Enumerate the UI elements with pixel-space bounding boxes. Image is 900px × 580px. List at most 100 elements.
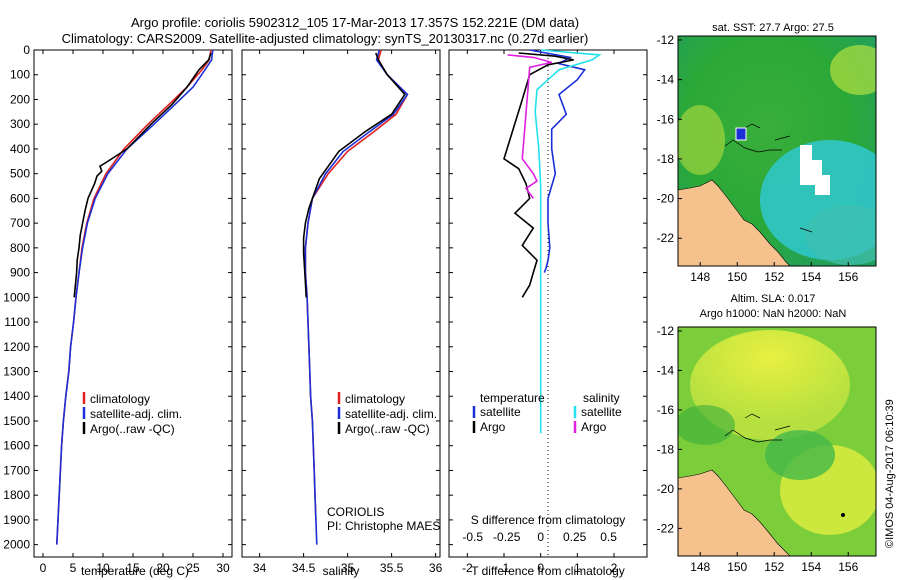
sst-cool-patch-2 [805, 205, 876, 265]
x-tick-label: -2 [462, 561, 473, 575]
lon-tick-label: 154 [801, 270, 821, 284]
lon-tick-label: 150 [727, 560, 747, 574]
depth-tick-label: 2000 [3, 538, 30, 552]
sst-warm-patch-2 [678, 105, 725, 175]
sst-map-panel: sat. SST: 27.7 Argo: 27.5 148 150 152 154 15… [657, 22, 877, 284]
x-tick-label: 36 [429, 561, 443, 575]
depth-tick-label: 1600 [3, 439, 30, 453]
sst-map-title: sat. SST: 27.7 Argo: 27.5 [712, 22, 834, 34]
institution-label: CORIOLIS [327, 505, 384, 519]
sla-map-panel: Altim. SLA: 0.017 Argo h1000: NaN h2000:… [657, 293, 877, 574]
lon-tick-label: 150 [727, 270, 747, 284]
x-tick-label: 25 [186, 561, 200, 575]
lat-tick-label: -16 [657, 403, 675, 417]
depth-tick-label: 1800 [3, 488, 30, 502]
series-satellite-adj-clim- [56, 49, 214, 545]
s-difference-ticks: -0.5 -0.25 0 0.25 0.5 [462, 530, 617, 544]
legend-label-temp-argo: Argo [480, 420, 506, 434]
sla-high-patch [690, 330, 850, 440]
salinity-depth-ticks [242, 49, 440, 546]
salinity-legend: climatology satellite-adj. clim. Argo(..… [337, 392, 437, 436]
series-argo-raw-qc- [302, 52, 406, 298]
depth-tick-label: 1100 [4, 315, 30, 329]
lat-tick-label: -20 [657, 192, 675, 206]
s-difference-xlabel: S difference from climatology [471, 513, 626, 527]
temperature-panel: 0100200300400500600700800900100011001200… [3, 43, 233, 578]
x-tick-label: -1 [499, 561, 510, 575]
sst-warm-patch [830, 45, 876, 95]
sst-map-field [678, 36, 876, 266]
lat-tick-label: -16 [657, 112, 675, 126]
temperature-legend: climatology satellite-adj. clim. Argo(..… [82, 392, 182, 436]
s-tick-label: 0.25 [563, 530, 587, 544]
lat-tick-label: -14 [657, 73, 675, 87]
sst-missing-data [800, 145, 830, 195]
depth-tick-label: 400 [10, 142, 30, 156]
sst-land [678, 179, 791, 266]
lat-tick-label: -12 [657, 33, 675, 47]
lat-tick-label: -12 [657, 324, 675, 338]
sla-map-field [678, 327, 876, 556]
series-salinity-satellite [534, 49, 602, 434]
x-tick-label: 0 [537, 561, 544, 575]
temperature-x-axis: 0 5 10 15 20 25 30 [40, 50, 230, 575]
lon-tick-label: 152 [764, 270, 784, 284]
temperature-series [56, 49, 214, 545]
depth-tick-label: 600 [10, 191, 30, 205]
depth-tick-label: 100 [10, 68, 30, 82]
salinity-x-axis: 34 34.5 35 35.5 36 [253, 50, 443, 575]
x-tick-label: 34.5 [292, 561, 316, 575]
legend-label-satellite: satellite-adj. clim. [345, 407, 437, 421]
depth-tick-label: 300 [10, 117, 30, 131]
x-tick-label: 35 [341, 561, 355, 575]
depth-tick-label: 0 [23, 43, 30, 57]
legend-label-climatology: climatology [90, 392, 150, 406]
x-tick-label: 30 [216, 561, 230, 575]
difference-series [503, 49, 602, 434]
x-tick-label: 15 [126, 561, 140, 575]
lat-tick-label: -20 [657, 482, 675, 496]
legend-label-argo: Argo(..raw -QC) [90, 422, 175, 436]
depth-tick-label: 1700 [3, 463, 30, 477]
depth-tick-label: 1200 [3, 340, 30, 354]
imos-timestamp: ©IMOS 04-Aug-2017 06:10:39 [884, 399, 896, 548]
t-difference-xlabel: T difference from climatology [471, 564, 625, 578]
s-tick-label: -0.5 [462, 530, 483, 544]
difference-legend: temperature satellite Argo salinity sate… [472, 391, 622, 434]
temperature-axes-frame [33, 49, 233, 558]
sla-argo-marker [841, 513, 845, 517]
salinity-series [302, 49, 409, 545]
sla-land [678, 469, 791, 556]
legend-label-temp-satellite: satellite [480, 405, 521, 419]
lon-tick-label: 156 [838, 270, 858, 284]
x-tick-label: 2 [611, 561, 618, 575]
depth-tick-label: 900 [10, 266, 30, 280]
salinity-panel: 34 34.5 35 35.5 36 salinity climatology sate… [241, 49, 443, 578]
sla-low-patch-2 [678, 405, 735, 445]
lon-tick-label: 148 [690, 560, 710, 574]
difference-depth-ticks [449, 49, 647, 546]
depth-tick-label: 1900 [3, 513, 30, 527]
depth-tick-label: 500 [10, 167, 30, 181]
header-line-2: Climatology: CARS2009. Satellite-adjuste… [62, 31, 589, 46]
x-tick-label: 20 [156, 561, 170, 575]
lat-tick-label: -22 [657, 521, 675, 535]
depth-axis: 0 100 200 300 400 500 600 700 800 900 1000 1100 1200… [3, 43, 232, 552]
lat-tick-label: -18 [657, 152, 675, 166]
salinity-axes-frame [241, 49, 441, 558]
legend-label-sal-argo: Argo [581, 420, 607, 434]
depth-tick-label: 1000 [3, 290, 30, 304]
pi-label: PI: Christophe MAES [327, 519, 440, 533]
depth-tick-label: 800 [10, 241, 30, 255]
lon-tick-label: 154 [801, 560, 821, 574]
salinity-xlabel: salinity [323, 564, 360, 578]
s-tick-label: -0.25 [493, 530, 521, 544]
lon-tick-label: 148 [690, 270, 710, 284]
x-tick-label: 1 [574, 561, 581, 575]
sst-map-axes: 148 150 152 154 156 -12 -14 -16 -18 -20 -22 [657, 33, 859, 284]
s-tick-label: 0.5 [600, 530, 617, 544]
legend-label-sal-satellite: satellite [581, 405, 622, 419]
series-argo-raw-qc- [73, 52, 212, 298]
s-tick-label: 0 [537, 530, 544, 544]
